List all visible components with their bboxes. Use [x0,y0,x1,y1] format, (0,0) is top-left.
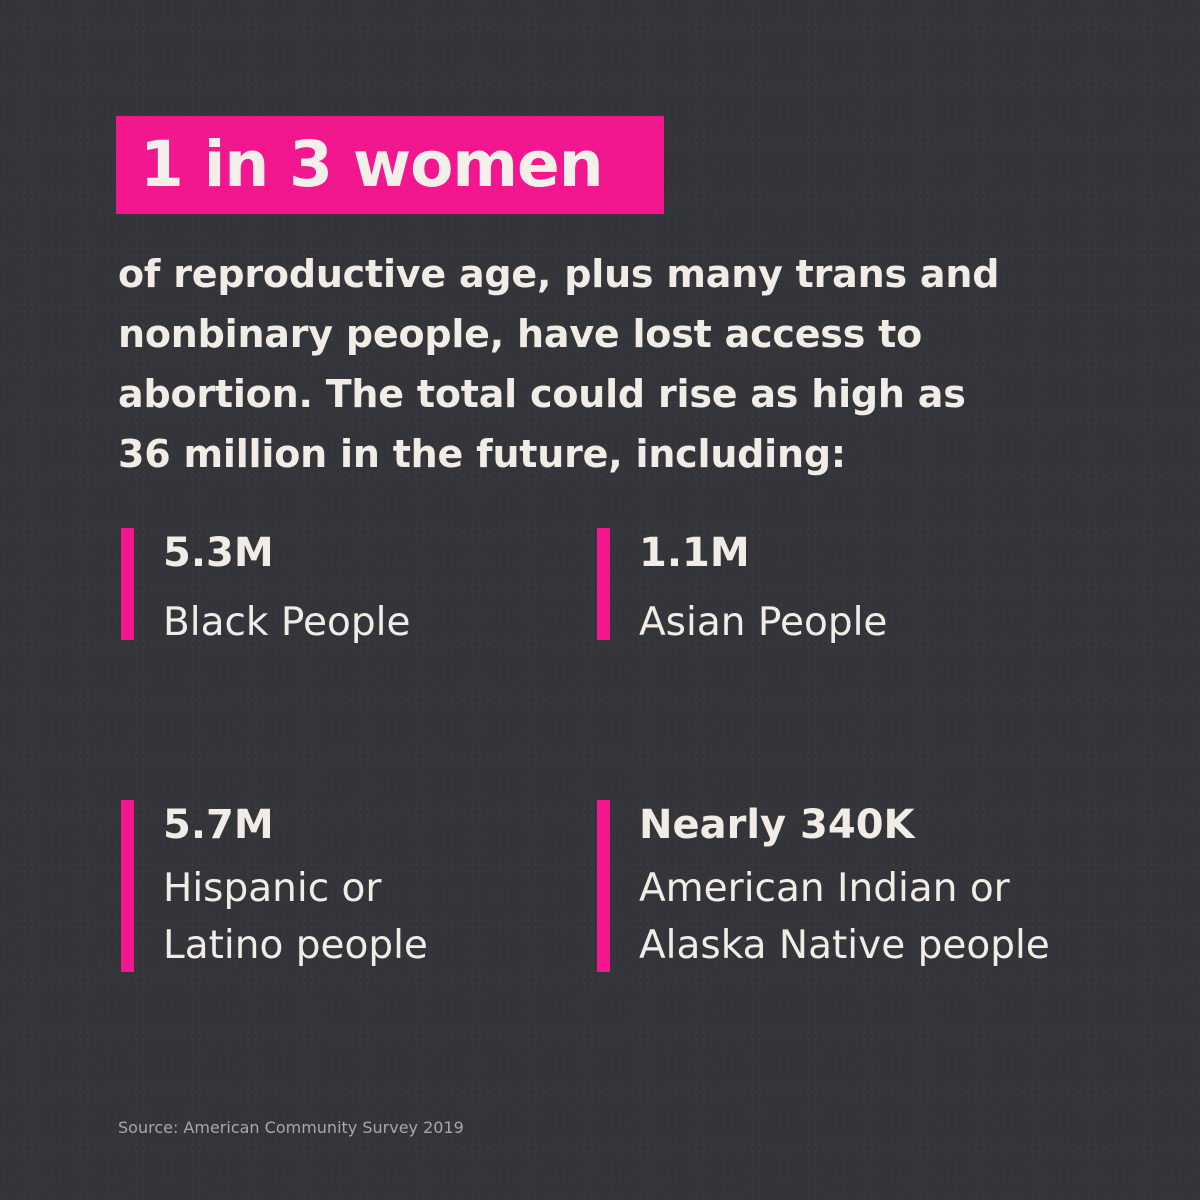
stat-label-line: Alaska Native people [639,923,1050,968]
headline-highlight: 1 in 3 women [116,116,664,214]
stat-label: Black People [163,594,410,651]
accent-bar [597,800,610,972]
body-line: abortion. The total could rise as high a… [118,372,966,416]
stat-label-line: Hispanic or [163,866,382,911]
stat-value: Nearly 340K [639,802,915,848]
accent-bar [597,528,610,640]
stat-label-line: Black People [163,600,411,645]
stat-value: 5.3M [163,530,274,576]
stat-value: 5.7M [163,802,274,848]
stat-label-line: Asian People [639,600,888,645]
stat-label-line: American Indian or [639,866,1010,911]
source-citation: Source: American Community Survey 2019 [118,1118,464,1137]
stat-label: Asian People [639,594,887,651]
body-paragraph: of reproductive age, plus many trans and… [118,244,1118,484]
headline: 1 in 3 women [140,128,604,201]
accent-bar [121,528,134,640]
stat-label-line: Latino people [163,923,428,968]
accent-bar [121,800,134,972]
stat-label: Hispanic or Latino people [163,860,428,974]
body-line: of reproductive age, plus many trans and [118,252,1000,296]
stat-label: American Indian or Alaska Native people [639,860,1050,974]
body-line: nonbinary people, have lost access to [118,312,923,356]
stat-value: 1.1M [639,530,750,576]
body-line: 36 million in the future, including: [118,432,846,476]
